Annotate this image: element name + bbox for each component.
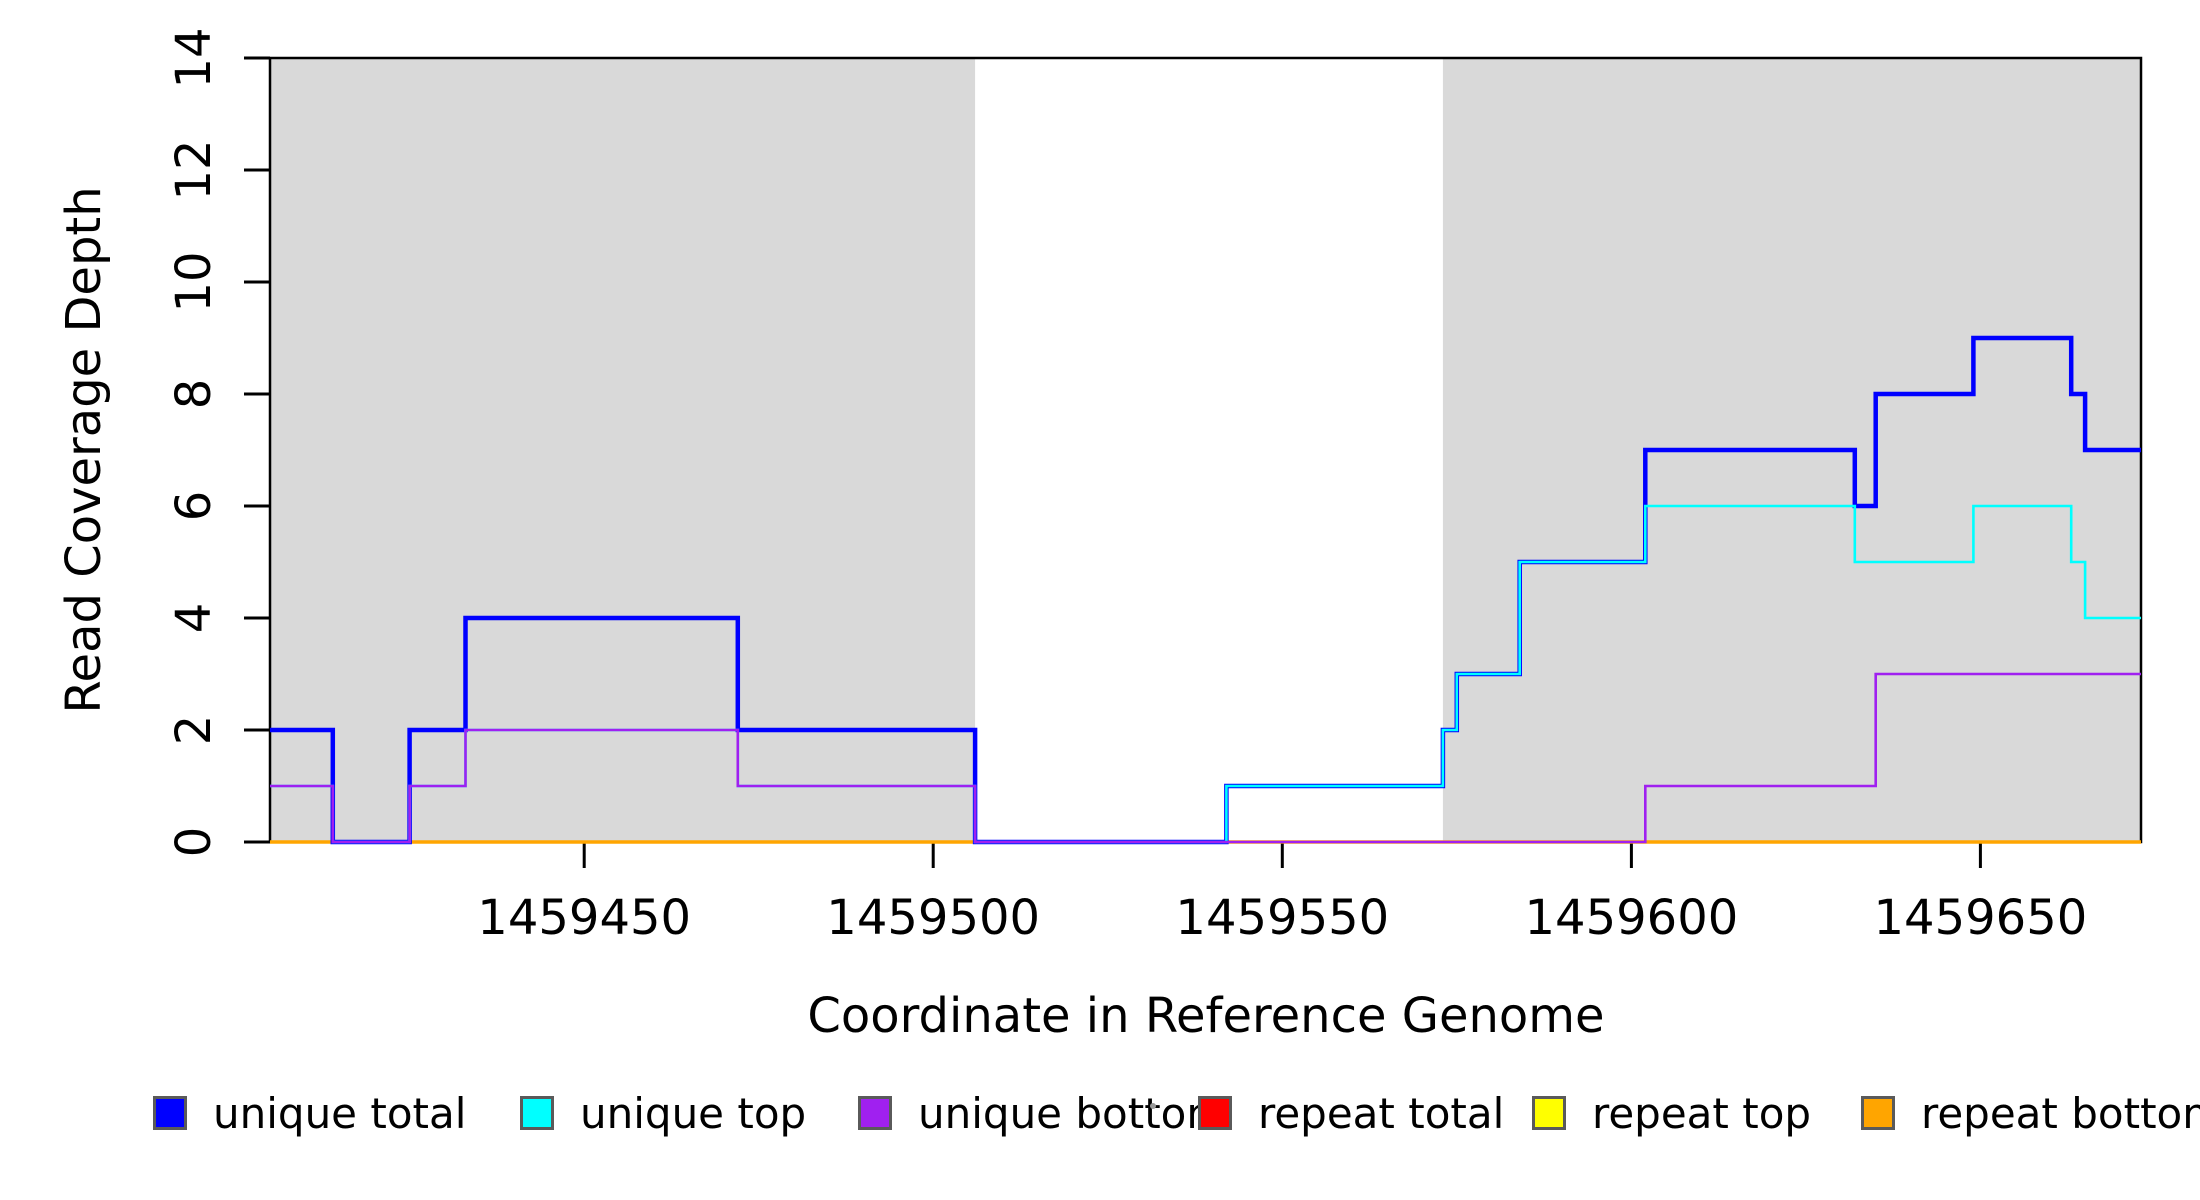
legend-swatch	[520, 1096, 554, 1130]
y-tick-label: 10	[166, 251, 222, 312]
legend-item-unique-bottom: unique bottom	[858, 1086, 1227, 1140]
legend-label: unique top	[580, 1088, 807, 1138]
legend-item-unique-top: unique top	[520, 1086, 806, 1140]
x-tick-label: 1459450	[477, 890, 691, 946]
legend-item-repeat-top: repeat top	[1532, 1086, 1811, 1140]
y-tick-label: 2	[166, 715, 222, 746]
legend-swatch	[858, 1096, 892, 1130]
legend-swatch	[1198, 1096, 1232, 1130]
data-series-group	[270, 335, 2141, 845]
y-tick-label: 14	[166, 27, 222, 88]
y-tick-label: 4	[166, 603, 222, 634]
x-axis-title: Coordinate in Reference Genome	[807, 988, 1604, 1044]
series-line-unique-bottom	[270, 672, 2141, 844]
legend-label: unique bottom	[918, 1088, 1228, 1138]
x-tick-label: 1459600	[1525, 890, 1739, 946]
shaded-region	[270, 58, 976, 842]
legend-item-repeat-bottom: repeat bottom	[1861, 1086, 2200, 1140]
axis-ticks-group: 1459450 1459500 1459550 1459600 1459650 0 2 4 6 8…	[166, 27, 2087, 946]
legend-swatch	[153, 1096, 187, 1130]
legend-label: repeat top	[1592, 1088, 1812, 1138]
shaded-regions-group	[270, 58, 2141, 842]
x-tick-label: 1459550	[1175, 890, 1389, 946]
legend-item-unique-total: unique total	[153, 1086, 466, 1140]
legend-swatch	[1861, 1096, 1895, 1130]
legend-swatch	[1532, 1096, 1566, 1130]
y-tick-label: 0	[166, 827, 222, 858]
x-tick-label: 1459650	[1874, 890, 2088, 946]
legend-item-repeat-total: repeat total	[1198, 1086, 1504, 1140]
y-tick-label: 8	[166, 379, 222, 410]
y-axis-title: Read Coverage Depth	[56, 186, 112, 713]
legend-label: repeat total	[1258, 1088, 1505, 1138]
y-tick-label: 12	[166, 139, 222, 200]
legend-label: repeat bottom	[1921, 1088, 2200, 1138]
legend-label: unique total	[213, 1088, 467, 1138]
legend: unique total unique top unique bottom repea…	[0, 1086, 2200, 1146]
stray-dot	[1150, 1103, 1156, 1109]
x-tick-label: 1459500	[826, 890, 1040, 946]
y-tick-label: 6	[166, 491, 222, 522]
